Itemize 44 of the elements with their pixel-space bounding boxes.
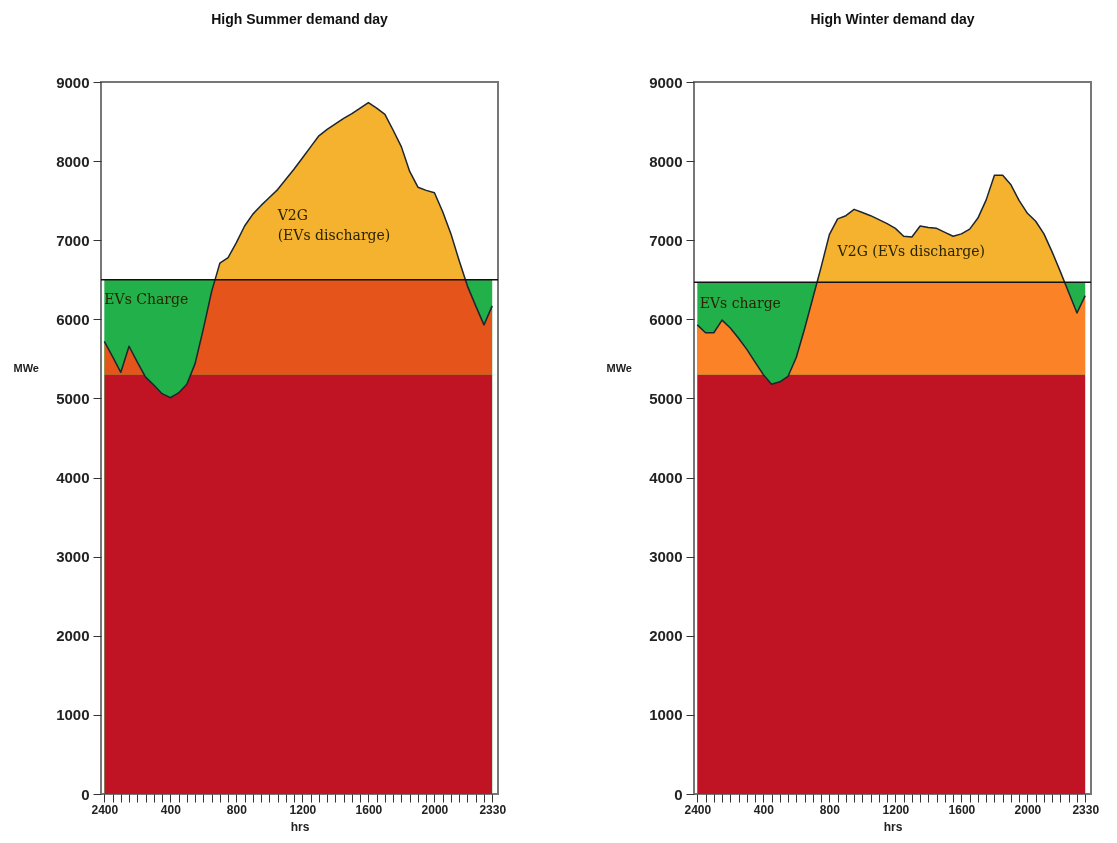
y-tick-label: 4000	[649, 469, 683, 487]
x-axis-title: hrs	[883, 819, 903, 834]
x-tick-label: 1600	[355, 802, 383, 817]
y-tick-label: 7000	[56, 231, 90, 249]
x-tick-label: 2400	[684, 802, 712, 817]
y-tick-label: 9000	[56, 73, 90, 91]
annotation: EVs charge	[699, 294, 781, 311]
y-tick-label: 5000	[649, 389, 683, 407]
y-tick-label: 6000	[649, 310, 683, 328]
y-axis-title: MWe	[13, 361, 39, 374]
y-tick-label: 7000	[649, 231, 683, 249]
x-tick-label: 1200	[882, 802, 910, 817]
y-tick-label: 9000	[649, 73, 683, 91]
chart-title: High Winter demand day	[810, 11, 975, 27]
chart-title: High Summer demand day	[211, 11, 389, 27]
y-tick-label: 1000	[56, 706, 90, 724]
y-tick-label: 5000	[56, 389, 90, 407]
x-axis-title: hrs	[290, 819, 310, 834]
x-tick-label: 2330	[1072, 802, 1100, 817]
x-tick-label: 1600	[948, 802, 976, 817]
x-tick-label: 1200	[289, 802, 317, 817]
y-tick-label: 4000	[56, 469, 90, 487]
x-tick-label: 2330	[479, 802, 507, 817]
y-tick-label: 3000	[56, 548, 90, 566]
x-tick-label: 2400	[91, 802, 119, 817]
y-tick-label: 8000	[649, 152, 683, 170]
annotation: EVs Charge	[104, 290, 189, 307]
y-tick-label: 2000	[649, 627, 683, 645]
y-tick-label: 8000	[56, 152, 90, 170]
x-tick-label: 800	[819, 802, 841, 817]
x-tick-label: 2000	[421, 802, 449, 817]
y-tick-label: 0	[674, 785, 683, 803]
y-tick-label: 6000	[56, 310, 90, 328]
y-axis-title: MWe	[606, 361, 632, 374]
y-tick-label: 1000	[649, 706, 683, 724]
x-tick-label: 800	[226, 802, 248, 817]
x-tick-label: 400	[160, 802, 182, 817]
x-tick-label: 400	[753, 802, 775, 817]
annotation: V2G (EVs discharge)	[276, 207, 391, 244]
y-tick-label: 3000	[649, 548, 683, 566]
x-tick-label: 2000	[1014, 802, 1042, 817]
y-tick-label: 0	[81, 785, 90, 803]
y-tick-label: 2000	[56, 627, 90, 645]
annotation: V2G (EVs discharge)	[836, 243, 985, 260]
